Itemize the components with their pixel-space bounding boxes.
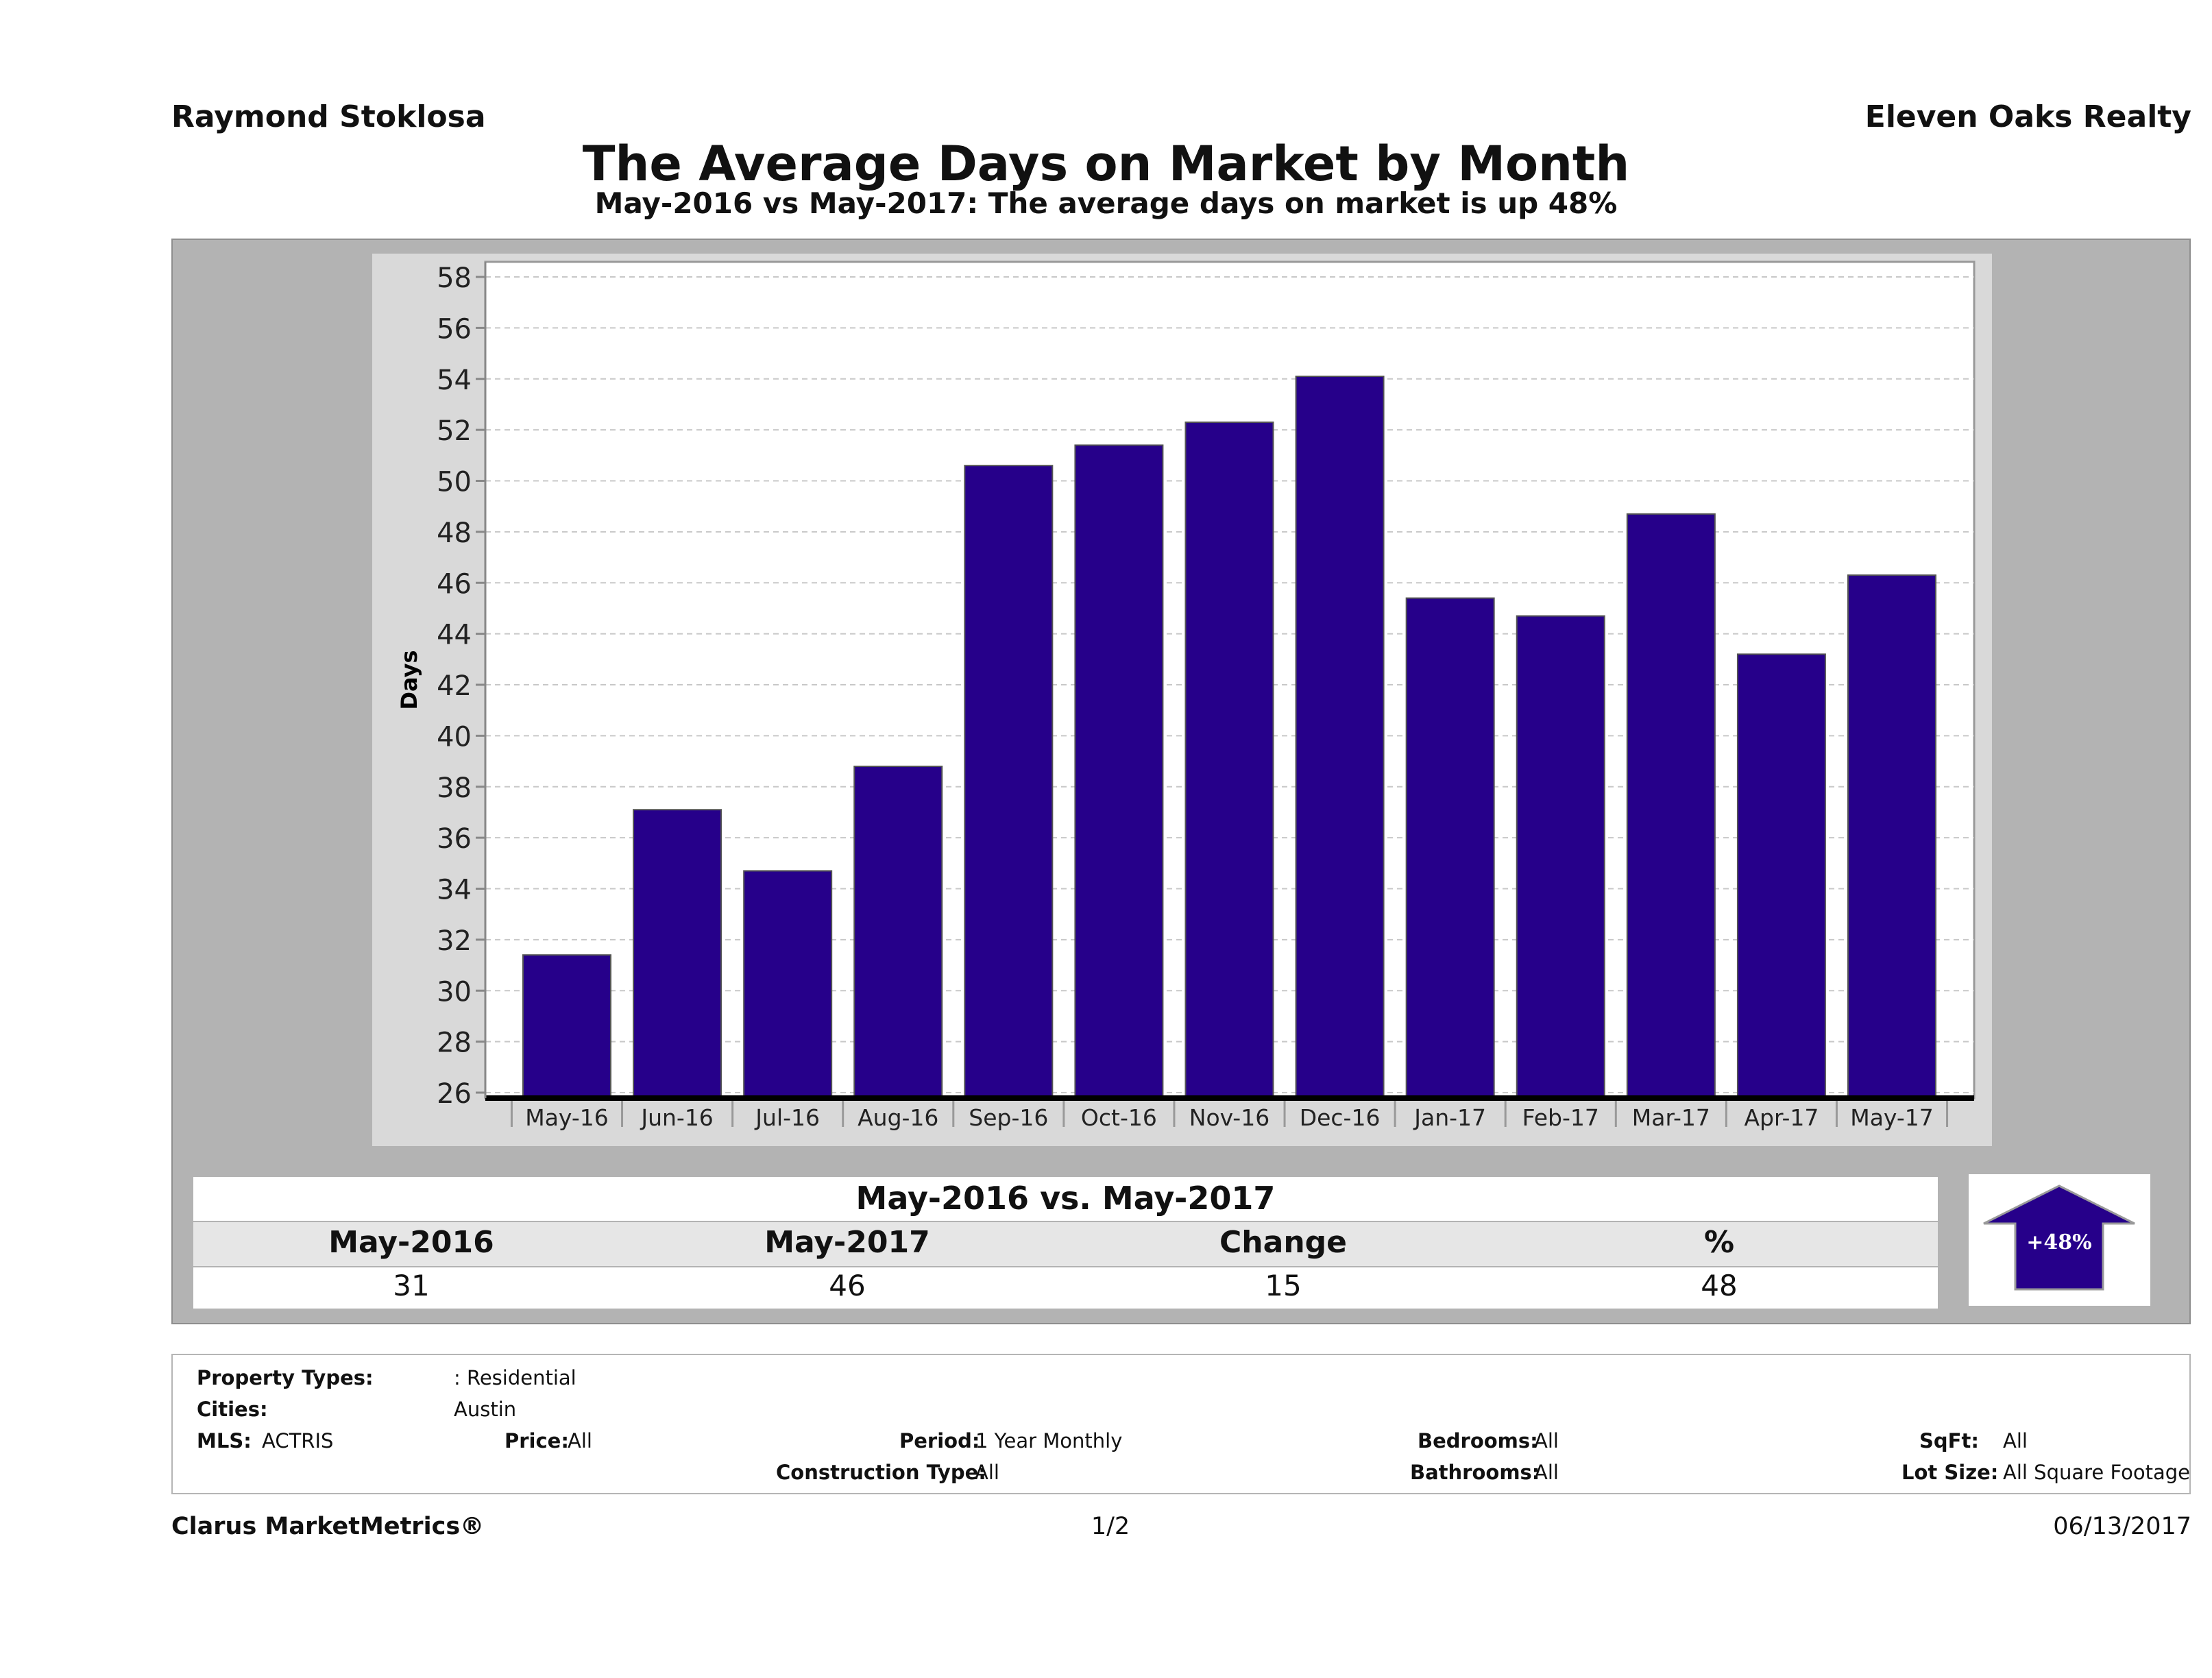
y-tick-label: 48 [437,518,472,549]
filter-sqft-value: All [2003,1429,2028,1452]
filter-sqft-label: SqFt: [1919,1429,1979,1452]
comparison-value-change: 15 [1265,1269,1302,1302]
y-tick-label: 42 [437,670,472,702]
x-tick-label: Jan-17 [1413,1104,1486,1131]
comparison-header-row [193,1222,1938,1266]
x-tick-label: Feb-17 [1522,1104,1599,1131]
comparison-value-row [193,1267,1938,1309]
filter-cities-label: Cities: [197,1398,268,1421]
filter-period-value: 1 Year Monthly [975,1429,1123,1452]
bar-jan-17 [1405,597,1495,1099]
comparison-header-change: Change [1219,1225,1347,1260]
filters-panel [171,1354,2191,1494]
page-number: 1/2 [1091,1513,1130,1540]
y-tick-label: 32 [437,925,472,957]
y-tick-label: 36 [437,823,472,855]
comparison-header-start: May-2016 [328,1225,494,1260]
x-tick-label: Apr-17 [1744,1104,1819,1131]
y-tick-label: 54 [437,365,472,396]
bar-may-17 [1847,574,1936,1099]
comparison-value-percent: 48 [1701,1269,1738,1302]
bar-feb-17 [1516,615,1605,1099]
comparison-header-end: May-2017 [764,1225,930,1260]
filter-mls-label: MLS: [197,1429,252,1452]
x-tick-label: May-17 [1850,1104,1934,1131]
x-tick-label: Aug-16 [858,1104,938,1131]
filter-bedrooms-label: Bedrooms: [1418,1429,1538,1452]
bar-dec-16 [1295,376,1385,1099]
filter-bathrooms-label: Bathrooms: [1410,1461,1540,1484]
filter-bathrooms-value: All [1534,1461,1559,1484]
y-tick-label: 28 [437,1028,472,1059]
filter-lot-size-label: Lot Size: [1901,1461,1999,1484]
y-tick-label: 50 [437,467,472,498]
bar-may-16 [522,954,611,1099]
comparison-title: May-2016 vs. May-2017 [855,1180,1276,1217]
agent-name: Raymond Stoklosa [171,99,486,134]
filter-price-value: All [568,1429,592,1452]
comparison-value-end: 46 [829,1269,866,1302]
x-tick-label: Oct-16 [1081,1104,1157,1131]
x-axis-ticks: May-16 Jun-16 Jul-16 Aug-16 Sep-16 Oct-16 Nov-… [510,1101,1949,1131]
y-tick-label: 58 [437,263,472,294]
page-subtitle: May-2016 vs May-2017: The average days o… [594,186,1618,220]
filter-construction-value: All [975,1461,999,1484]
y-tick-label: 40 [437,721,472,753]
x-tick-label: Jun-16 [640,1104,713,1131]
filter-period-label: Period: [899,1429,980,1452]
bar-oct-16 [1074,444,1164,1099]
x-tick-label: Sep-16 [969,1104,1048,1131]
y-tick-label: 38 [437,773,472,804]
filter-construction-label: Construction Type: [776,1461,986,1484]
bar-sep-16 [964,465,1054,1099]
up-arrow-icon: +48% [1983,1184,2135,1291]
y-tick-label: 30 [437,976,472,1008]
filter-bedrooms-value: All [1534,1429,1559,1452]
y-tick-label: 44 [437,620,472,651]
filter-property-types-label: Property Types: [197,1366,374,1389]
y-tick-label: 46 [437,568,472,600]
filter-price-label: Price: [505,1429,569,1452]
x-tick-label: Nov-16 [1189,1104,1269,1131]
x-tick-label: May-16 [525,1104,609,1131]
y-tick-label: 52 [437,415,472,447]
bar-jul-16 [743,870,833,1099]
x-tick-label: Mar-17 [1632,1104,1710,1131]
filter-mls-value: ACTRIS [262,1429,334,1452]
brand-footer: Clarus MarketMetrics® [171,1513,485,1540]
y-tick-label: 26 [437,1078,472,1110]
filter-lot-size-value: All Square Footage [2003,1461,2191,1484]
bar-jun-16 [633,809,722,1099]
y-axis-ticks: 26 28 30 32 34 36 38 40 42 44 46 48 50 52 54 56 58 [437,263,485,1110]
page-title: The Average Days on Market by Month [582,136,1630,192]
brokerage-name: Eleven Oaks Realty [1864,99,2191,134]
y-tick-label: 56 [437,313,472,345]
filter-cities-value: Austin [454,1398,517,1421]
bar-aug-16 [853,766,943,1099]
comparison-value-start: 31 [393,1269,430,1302]
y-tick-label: 34 [437,875,472,906]
change-badge-label: +48% [2026,1230,2091,1254]
change-badge: +48% [1969,1174,2150,1306]
report-date: 06/13/2017 [2053,1513,2191,1540]
bars [522,376,1936,1099]
comparison-title-row [193,1177,1938,1221]
x-tick-label: Jul-16 [754,1104,820,1131]
x-tick-label: Dec-16 [1300,1104,1381,1131]
comparison-header-percent: % [1703,1225,1735,1260]
bar-mar-17 [1626,513,1716,1099]
y-axis-label: Days [396,650,422,709]
bar-apr-17 [1736,653,1826,1099]
bar-nov-16 [1184,421,1274,1099]
filter-property-types-value: : Residential [454,1366,576,1389]
